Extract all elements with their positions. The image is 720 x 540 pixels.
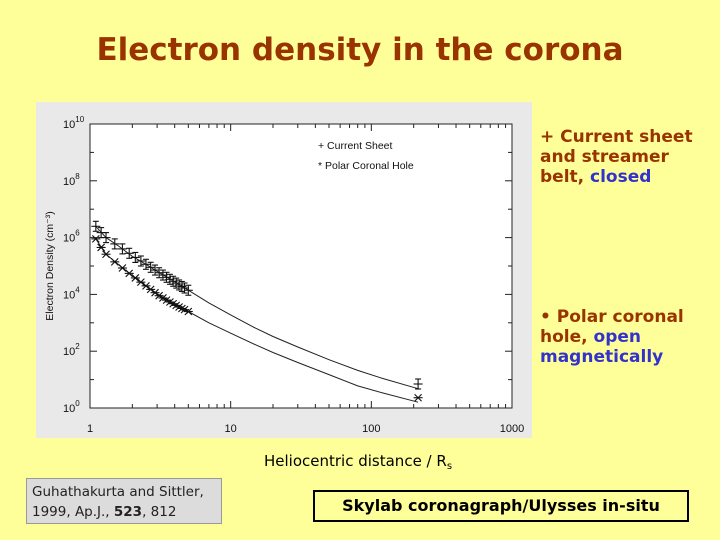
current-sheet-point bbox=[130, 251, 140, 264]
citation: Guhathakurta and Sittler, 1999, Ap.J., 5… bbox=[26, 478, 222, 524]
x-axis-label: Heliocentric distance / Rs bbox=[264, 452, 452, 472]
citation-line-1: Guhathakurta and Sittler, bbox=[32, 484, 204, 500]
x-axis-label-text: Heliocentric distance / R bbox=[264, 452, 447, 470]
legend-entry: * Polar Coronal Hole bbox=[318, 160, 414, 172]
y-tick-label: 1010 bbox=[63, 115, 85, 131]
plot-frame bbox=[89, 123, 513, 409]
y-tick-label: 102 bbox=[63, 342, 80, 358]
polar-hole-point bbox=[146, 285, 156, 294]
polar-hole-point bbox=[91, 235, 101, 243]
y-tick-label: 108 bbox=[63, 172, 80, 188]
note-current-sheet-text: + Current sheet and streamer belt, bbox=[540, 127, 693, 187]
polar-hole-point bbox=[117, 264, 127, 272]
polar-hole-point bbox=[136, 278, 146, 287]
polar-hole-point bbox=[96, 243, 106, 252]
current-sheet-point bbox=[124, 247, 134, 259]
citation-line-2: 1999, Ap.J., 523, 812 bbox=[32, 502, 221, 522]
page-title: Electron density in the corona bbox=[96, 32, 624, 68]
density-plot: 1 10 100 1000 100 102 104 106 108 1010 Electron De… bbox=[36, 102, 532, 438]
note-current-sheet: + Current sheet and streamer belt, close… bbox=[540, 127, 710, 187]
current-sheet-point bbox=[413, 378, 423, 390]
current-sheet-point bbox=[183, 284, 193, 296]
current-sheet-point bbox=[136, 255, 146, 267]
polar-hole-point bbox=[124, 269, 134, 278]
polar-hole-point bbox=[141, 281, 151, 290]
x-tick-label: 10 bbox=[225, 423, 237, 435]
current-sheet-point bbox=[150, 264, 160, 276]
y-tick-label: 104 bbox=[63, 285, 80, 301]
legend-entry: + Current Sheet bbox=[318, 140, 393, 152]
y-tick-label: 100 bbox=[63, 399, 80, 415]
current-sheet-point bbox=[91, 220, 101, 232]
x-axis-label-subscript: s bbox=[446, 461, 453, 472]
citation-journal: 1999, Ap.J., bbox=[32, 504, 114, 520]
current-sheet-point bbox=[154, 267, 164, 279]
x-tick-label: 1000 bbox=[500, 423, 524, 435]
polar-hole-point bbox=[183, 307, 193, 316]
current-sheet-point bbox=[158, 269, 168, 281]
current-sheet-point bbox=[141, 258, 151, 270]
y-tick-label: 106 bbox=[63, 229, 80, 245]
citation-pages: , 812 bbox=[142, 504, 177, 520]
note-polar-hole-text: • Polar coronal hole, bbox=[540, 307, 684, 347]
current-sheet-point bbox=[110, 238, 120, 250]
current-sheet-point bbox=[146, 261, 156, 273]
polar-hole-point bbox=[413, 393, 423, 402]
current-sheet-point bbox=[180, 282, 190, 294]
x-tick-label: 100 bbox=[362, 423, 380, 435]
source-box: Skylab coronagraph/Ulysses in-situ bbox=[313, 490, 689, 522]
x-tick-label: 1 bbox=[87, 423, 93, 435]
polar-hole-point bbox=[150, 288, 160, 297]
y-axis-label: Electron Density (cm⁻³) bbox=[44, 211, 56, 320]
note-polar-hole: • Polar coronal hole, open magnetically bbox=[540, 307, 710, 367]
current-sheet-point bbox=[117, 243, 127, 255]
polar-hole-point bbox=[130, 274, 140, 282]
citation-volume: 523 bbox=[113, 504, 143, 520]
polar-hole-point bbox=[101, 250, 111, 259]
note-current-sheet-highlight: closed bbox=[590, 167, 652, 187]
current-sheet-point bbox=[101, 232, 111, 244]
polar-hole-point bbox=[110, 257, 120, 266]
note-polar-hole-highlight: open magnetically bbox=[540, 327, 664, 367]
